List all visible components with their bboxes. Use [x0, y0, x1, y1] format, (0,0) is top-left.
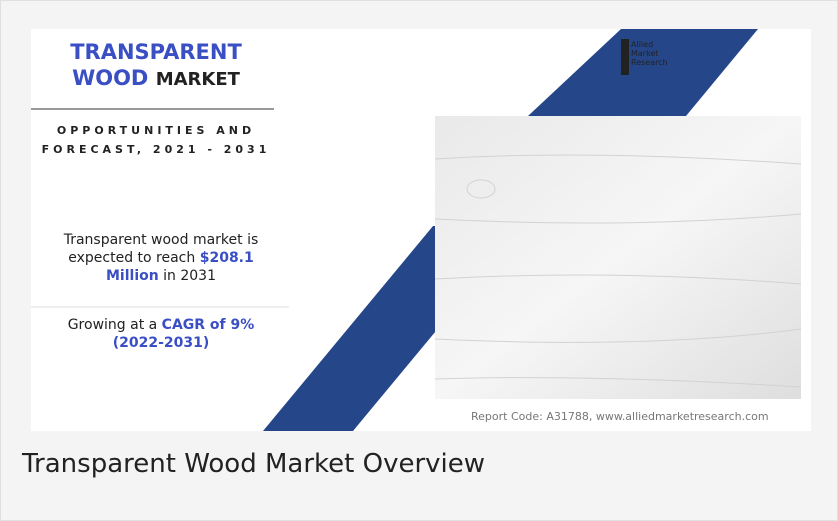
logo-text: Research: [631, 58, 668, 67]
title-text: TRANSPARENT: [31, 39, 281, 65]
stat: Transparent wood market is expected to r…: [51, 231, 271, 285]
caption: Transparent Wood Market Overview: [22, 449, 485, 479]
logo-icon: [621, 39, 629, 75]
subtitle: OPPORTUNITIES AND FORECAST, 2021 - 2031: [41, 121, 271, 159]
title-text: WOOD: [72, 66, 148, 90]
logo: Allied Market Research: [631, 40, 668, 67]
stat: Growing at a CAGR of 9% (2022-2031): [51, 316, 271, 352]
wood-image: [435, 116, 801, 399]
title-text: MARKET: [156, 69, 240, 90]
logo-text: Allied: [631, 40, 668, 49]
title: TRANSPARENT WOOD MARKET: [31, 39, 281, 93]
stat-text: in 2031: [163, 268, 216, 284]
stat-text: Growing at a: [68, 317, 158, 333]
report-code: Report Code: A31788, www.alliedmarketres…: [471, 410, 769, 423]
page: Allied Market Research TRANSPARENT WOOD …: [0, 0, 838, 521]
logo-text: Market: [631, 49, 668, 58]
infographic: Allied Market Research TRANSPARENT WOOD …: [31, 29, 811, 431]
